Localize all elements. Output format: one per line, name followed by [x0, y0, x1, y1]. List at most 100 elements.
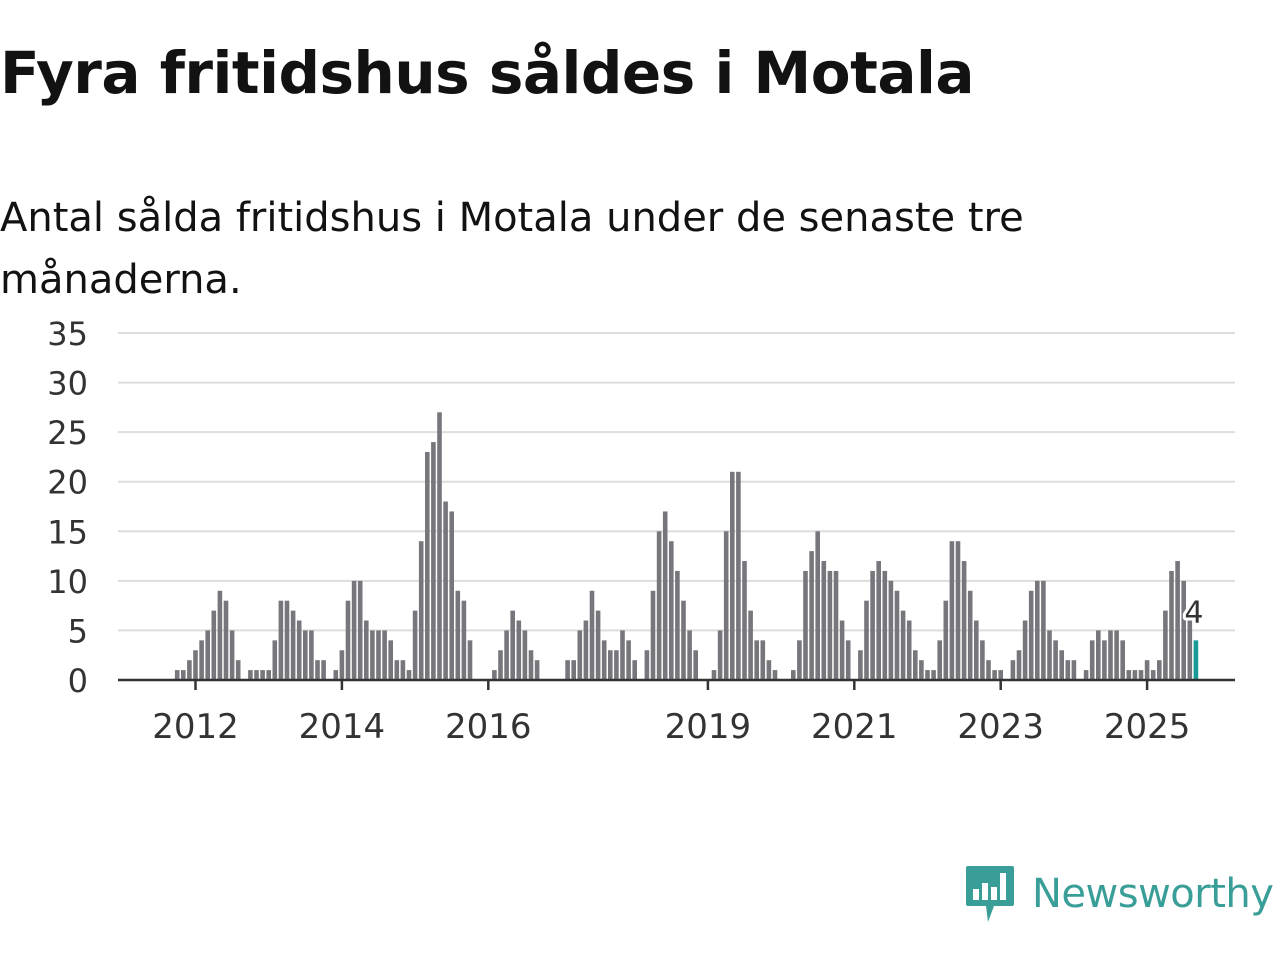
bar: [693, 650, 698, 680]
bar: [1035, 580, 1040, 680]
bar: [797, 640, 802, 680]
bar: [614, 650, 619, 680]
bar: [266, 670, 271, 680]
bar: [333, 670, 339, 680]
bar: [967, 590, 973, 680]
bar: [791, 670, 796, 680]
bar: [388, 640, 393, 680]
bar: [992, 670, 997, 680]
bar: [681, 600, 686, 680]
bar: [815, 531, 820, 680]
bar: [955, 541, 961, 680]
bar: [864, 600, 869, 680]
bar: [882, 570, 888, 680]
bar: [876, 561, 881, 680]
bar: [260, 670, 265, 680]
bar: [187, 660, 192, 680]
bar: [723, 531, 729, 680]
bar: [845, 640, 851, 680]
bar: [400, 660, 406, 680]
bar: [205, 630, 210, 680]
bar: [1065, 660, 1071, 680]
bar: [717, 630, 723, 680]
bar: [321, 660, 326, 680]
bar: [181, 670, 186, 680]
brand-logo: Newsworthy: [964, 864, 1274, 924]
bar: [345, 600, 351, 680]
bar: [925, 670, 930, 680]
bar: [339, 650, 345, 680]
bar: [443, 501, 448, 680]
bar: [217, 590, 223, 680]
bar: [229, 630, 235, 680]
bar: [1053, 640, 1058, 680]
bar: [278, 600, 284, 680]
bar: [748, 610, 753, 680]
bar: [437, 412, 442, 680]
y-tick-label: 25: [47, 414, 88, 452]
bar: [351, 580, 357, 680]
x-tick-label: 2025: [1104, 707, 1191, 747]
bar: [1071, 660, 1077, 680]
bar-highlight: [1193, 640, 1199, 680]
bar: [839, 620, 845, 680]
bar: [742, 561, 747, 680]
y-tick-label: 15: [47, 513, 88, 551]
bar: [174, 670, 180, 680]
bar: [461, 600, 467, 680]
bar: [1083, 670, 1089, 680]
bar: [315, 660, 320, 680]
bar: [303, 630, 308, 680]
bar: [943, 600, 949, 680]
data-label-latest: 4: [1184, 595, 1203, 630]
bar: [961, 561, 967, 680]
bar: [919, 660, 924, 680]
bar: [1187, 620, 1193, 680]
y-tick-label: 35: [47, 315, 88, 353]
bar: [931, 670, 936, 680]
bar: [357, 580, 363, 680]
bar: [583, 620, 589, 680]
bar: [1126, 670, 1132, 680]
bar: [211, 610, 217, 680]
bar: [1132, 670, 1138, 680]
bar: [1175, 561, 1180, 680]
bar: [309, 630, 314, 680]
bar: [894, 590, 900, 680]
bar: [1138, 670, 1144, 680]
bar: [986, 660, 991, 680]
brand-name: Newsworthy: [1032, 871, 1274, 917]
x-tick-label: 2012: [152, 707, 239, 747]
bar: [431, 442, 436, 680]
bar: [425, 451, 430, 680]
bar: [1181, 580, 1186, 680]
bar: [1102, 640, 1107, 680]
bar: [370, 630, 375, 680]
bar: [589, 590, 595, 680]
bar: [449, 511, 454, 680]
bar: [412, 610, 418, 680]
bar: [406, 670, 412, 680]
bar: [394, 660, 400, 680]
bar: [803, 570, 808, 680]
bar: [223, 600, 229, 680]
bar: [534, 660, 540, 680]
bar: [906, 620, 912, 680]
bar: [601, 640, 607, 680]
bar: [754, 640, 759, 680]
chart-title: Fyra fritidshus såldes i Motala: [0, 39, 974, 107]
bar: [1041, 580, 1046, 680]
chart-subtitle: Antal sålda fritidshus i Motala under de…: [0, 195, 1024, 303]
bar: [833, 570, 839, 680]
bar: [711, 670, 717, 680]
bar: [1157, 660, 1162, 680]
bar: [296, 620, 302, 680]
x-tick-label: 2023: [957, 707, 1044, 747]
bar: [632, 660, 637, 680]
bar: [760, 640, 766, 680]
bar: [913, 650, 918, 680]
bar: [766, 660, 772, 680]
bar: [870, 570, 875, 680]
bar: [382, 630, 387, 680]
bar: [1028, 590, 1034, 680]
